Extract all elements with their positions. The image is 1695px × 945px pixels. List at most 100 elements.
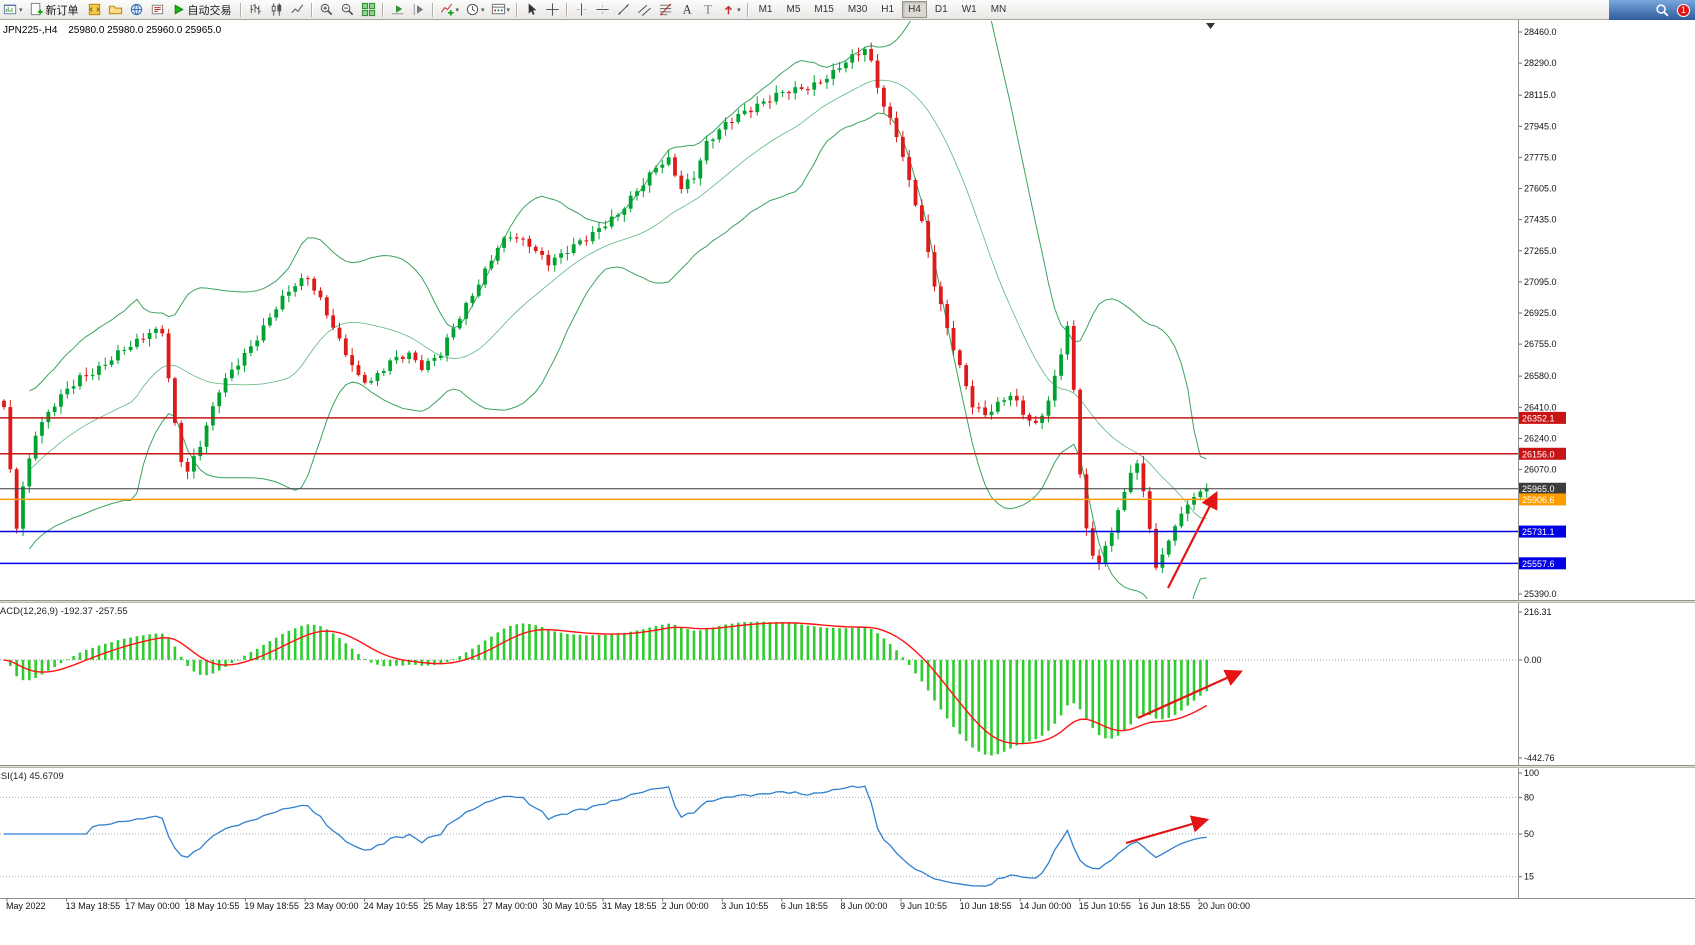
label-button[interactable]: T xyxy=(697,1,718,19)
timeframe-m5-button[interactable]: M5 xyxy=(780,1,806,18)
candle-body xyxy=(793,87,798,94)
candle-body xyxy=(957,350,962,366)
cursor-button[interactable] xyxy=(521,1,542,19)
trend-arrow-main[interactable] xyxy=(1167,491,1218,589)
timeframe-mn-button[interactable]: MN xyxy=(985,1,1013,18)
templates-button[interactable]: ▾ xyxy=(488,1,514,19)
timeframe-m30-button[interactable]: M30 xyxy=(842,1,873,18)
candle-body xyxy=(1185,504,1190,514)
macd-histogram-bar xyxy=(293,628,297,660)
macd-histogram-bar xyxy=(648,627,651,660)
new-order-button[interactable]: 新订单 xyxy=(26,1,84,19)
macd-histogram-bar xyxy=(616,633,620,660)
candle-body xyxy=(1052,375,1057,401)
timeframe-h1-button[interactable]: H1 xyxy=(875,1,900,18)
timeframe-d1-button[interactable]: D1 xyxy=(929,1,954,18)
candle-body xyxy=(679,175,684,190)
panel-separator-rsi[interactable] xyxy=(0,765,1695,768)
candle-body xyxy=(546,254,551,266)
crosshair-button[interactable] xyxy=(542,1,563,19)
rsi-label: RSI(14) 45.6709 xyxy=(0,771,64,782)
panel-separator-macd[interactable] xyxy=(0,600,1695,603)
time-tick-label: 15 Jun 10:55 xyxy=(1079,901,1131,911)
macd-histogram-bar xyxy=(1009,659,1012,749)
macd-histogram-bar xyxy=(534,625,538,660)
profiles-button[interactable] xyxy=(105,1,126,19)
macd-histogram-bar xyxy=(774,622,778,660)
chart-shift-icon xyxy=(411,2,426,17)
candlestick-chart-button[interactable] xyxy=(266,1,287,19)
candle-body xyxy=(400,356,405,359)
price-tick-label: 27945.0 xyxy=(1524,121,1557,131)
price-tag-label: 25906.6 xyxy=(1522,495,1555,505)
timeframe-m15-button[interactable]: M15 xyxy=(808,1,839,18)
candle-body xyxy=(616,214,620,217)
new-chart-button[interactable]: ▾ xyxy=(0,1,26,19)
macd-histogram-bar xyxy=(376,659,379,665)
bollinger-upper-band xyxy=(29,21,1207,460)
macd-histogram-bar xyxy=(179,656,183,660)
horizontal-line-button[interactable] xyxy=(592,1,613,19)
data-window-button[interactable] xyxy=(126,1,147,19)
bar-chart-button[interactable] xyxy=(245,1,266,19)
candle-body xyxy=(787,91,791,94)
indicators-button[interactable]: ▾ xyxy=(437,1,463,19)
macd-histogram-bar xyxy=(547,629,550,660)
timeframe-m1-button[interactable]: M1 xyxy=(753,1,779,18)
trend-arrow-macd[interactable] xyxy=(1137,669,1244,720)
price-levels xyxy=(0,417,1518,565)
trendline-button[interactable] xyxy=(613,1,634,19)
macd-histogram-bar xyxy=(515,624,519,660)
candle-body xyxy=(584,240,589,242)
periods-button[interactable]: ▾ xyxy=(462,1,488,19)
line-chart-button[interactable] xyxy=(287,1,308,19)
channel-button[interactable] xyxy=(634,1,655,19)
candle-body xyxy=(641,185,646,192)
macd-histogram-bar xyxy=(850,627,854,660)
chart-shift-button[interactable] xyxy=(408,1,429,19)
time-tick-label: 3 Jun 10:55 xyxy=(721,901,768,911)
candle-body xyxy=(369,381,374,383)
macd-histogram-bar xyxy=(192,659,196,672)
dropdown-caret-icon: ▾ xyxy=(481,6,485,14)
chart-shift-end-marker xyxy=(1206,23,1215,29)
candle-body xyxy=(704,140,709,161)
timeframe-w1-button[interactable]: W1 xyxy=(956,1,983,18)
macd-histogram-bar xyxy=(1110,659,1114,739)
macd-histogram-bar xyxy=(1167,659,1171,718)
text-icon: A xyxy=(679,2,694,17)
arrows-tool-icon xyxy=(721,2,736,17)
arrows-button[interactable]: ▾ xyxy=(718,1,744,19)
tile-windows-button[interactable] xyxy=(358,1,379,19)
price-tag xyxy=(1519,557,1566,570)
fibonacci-button[interactable] xyxy=(655,1,676,19)
time-axis-strip[interactable] xyxy=(0,898,1695,945)
rsi-tick-label: 15 xyxy=(1524,872,1534,882)
vertical-line-button[interactable] xyxy=(571,1,592,19)
macd-histogram-bar xyxy=(1078,659,1082,710)
trend-arrow-rsi[interactable] xyxy=(1125,815,1210,845)
macd-histogram-bar xyxy=(477,644,481,660)
svg-text:A: A xyxy=(683,3,692,17)
zoom-in-button[interactable] xyxy=(316,1,337,19)
news-button[interactable] xyxy=(147,1,168,19)
candle-body xyxy=(951,327,956,351)
candle-body xyxy=(983,407,988,416)
macd-histogram-bar xyxy=(945,659,949,719)
metaeditor-button[interactable] xyxy=(84,1,105,19)
candle-body xyxy=(128,346,133,351)
candle-body xyxy=(1008,395,1013,401)
zoom-out-button[interactable] xyxy=(337,1,358,19)
search-icon[interactable] xyxy=(1655,3,1670,18)
macd-histogram-bar xyxy=(1180,659,1183,711)
notification-badge[interactable]: 1 xyxy=(1677,3,1690,17)
macd-histogram-bar xyxy=(667,623,670,660)
macd-histogram-bar xyxy=(268,641,272,660)
text-button[interactable]: A xyxy=(676,1,697,19)
candle-body xyxy=(1192,496,1196,505)
candle-body xyxy=(1078,389,1082,475)
autotrading-button[interactable]: 自动交易 xyxy=(168,1,237,19)
auto-scroll-button[interactable] xyxy=(387,1,408,19)
candle-body xyxy=(964,365,969,387)
timeframe-h4-button[interactable]: H4 xyxy=(902,1,927,18)
